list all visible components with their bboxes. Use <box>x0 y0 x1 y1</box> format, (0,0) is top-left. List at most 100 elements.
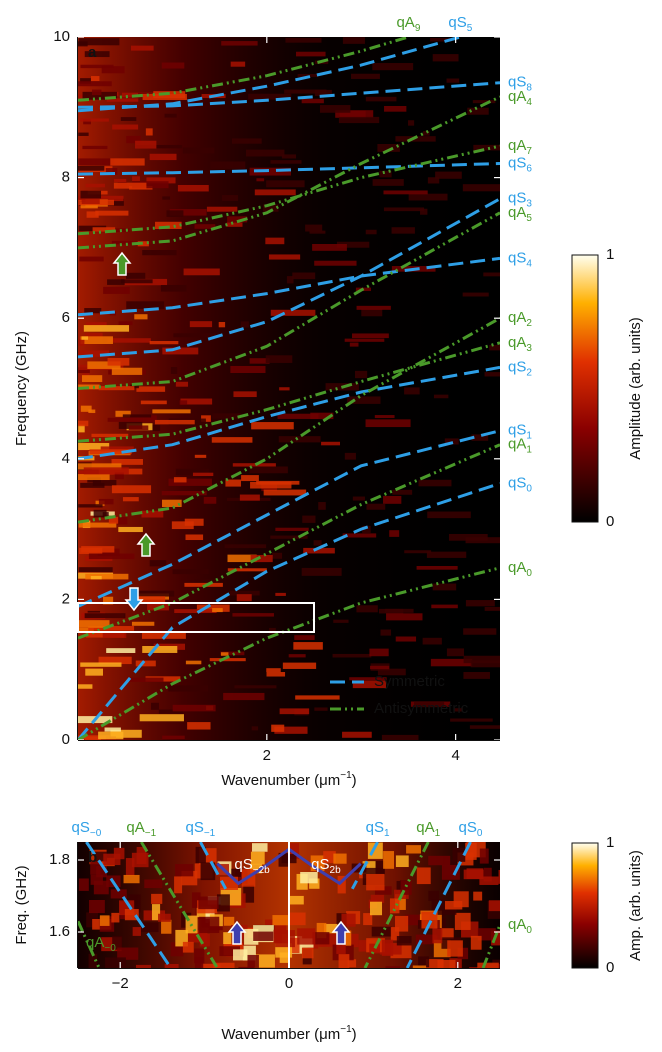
heatmap-cell <box>380 629 392 636</box>
x-axis-label: Wavenumber (μm−1) <box>221 770 356 789</box>
heatmap-cell <box>206 206 238 212</box>
heatmap-cell <box>149 341 179 345</box>
heatmap-cell <box>110 889 127 899</box>
curve-label-name: qS <box>185 819 203 836</box>
heatmap-cell <box>201 963 221 968</box>
heatmap-cell <box>218 321 226 328</box>
heatmap-cell <box>363 913 373 926</box>
heatmap-cell <box>390 927 400 941</box>
heatmap-cell <box>88 899 105 914</box>
dispersion-curve <box>363 842 430 968</box>
heatmap-cell <box>293 642 323 650</box>
curve-label-subscript: −1 <box>145 828 157 839</box>
heatmap-cell <box>499 735 500 740</box>
heatmap-cell <box>231 868 241 877</box>
heatmap-cell <box>195 846 206 864</box>
dispersion-curve <box>216 847 290 886</box>
y-tick-label: 1.8 <box>49 851 70 868</box>
heatmap-cell <box>194 454 207 458</box>
curve-label-subscript: 0 <box>526 484 532 495</box>
curve-label: qA1 <box>508 436 532 456</box>
dispersion-curve <box>78 316 500 524</box>
heatmap-cell <box>102 631 127 638</box>
heatmap-cell <box>268 254 301 260</box>
dispersion-curve <box>78 365 500 461</box>
heatmap-cell <box>337 875 346 894</box>
x-tick-label: −2 <box>112 975 129 992</box>
heatmap-cell <box>78 443 110 451</box>
curve-label-name: qA <box>508 334 526 351</box>
heatmap-cell <box>180 398 213 405</box>
heatmap-cell <box>146 177 176 184</box>
heatmap-cell <box>175 864 194 877</box>
curve-label-name: qA <box>508 916 526 933</box>
heatmap-cell <box>395 894 406 910</box>
heatmap-cell <box>118 421 143 429</box>
heatmap-cell <box>467 107 489 115</box>
x-tick-label: 4 <box>451 747 459 764</box>
x-tick-label: 0 <box>285 975 293 992</box>
heatmap-cell <box>247 954 259 968</box>
heatmap-cell <box>78 463 122 470</box>
heatmap-cell <box>314 707 328 711</box>
heatmap-cell <box>312 932 330 945</box>
heatmap-cell <box>342 731 372 738</box>
heatmap-cell <box>250 851 265 865</box>
heatmap-cell <box>168 478 212 486</box>
heatmap-cell <box>169 209 207 216</box>
heatmap-cell <box>78 38 120 46</box>
heatmap <box>78 842 500 968</box>
heatmap-cell <box>81 375 103 383</box>
heatmap-cell <box>78 504 103 508</box>
heatmap-cell <box>477 962 499 968</box>
heatmap-cell <box>245 149 285 157</box>
heatmap-cell <box>391 227 415 234</box>
heatmap-cell <box>383 851 395 869</box>
heatmap-cell <box>123 874 140 884</box>
heatmap-cell <box>463 672 490 679</box>
heatmap-cell <box>141 510 164 518</box>
heatmap-cell <box>120 117 137 121</box>
heatmap-cell <box>88 553 135 560</box>
heatmap-cell <box>432 928 443 944</box>
heatmap-cell <box>432 583 457 591</box>
y-tick-label: 1.6 <box>49 923 70 940</box>
heatmap-cell <box>372 179 404 186</box>
heatmap-cell <box>84 51 110 58</box>
heatmap-cell <box>466 868 484 879</box>
colorbar <box>571 842 599 969</box>
heatmap-cell <box>151 893 163 904</box>
heatmap-cell <box>117 947 139 960</box>
heatmap-cell <box>98 498 114 505</box>
curve-label: qA7 <box>508 137 532 157</box>
heatmap-cell <box>282 662 317 669</box>
curve-label-subscript: −1 <box>204 828 216 839</box>
heatmap-cell <box>342 37 365 44</box>
curve-label: qS4 <box>508 249 532 269</box>
heatmap-cell <box>270 535 308 539</box>
heatmap-cell <box>81 336 89 340</box>
heatmap-cell <box>213 962 235 968</box>
heatmap-cell <box>135 660 156 667</box>
heatmap-cell <box>98 386 135 391</box>
heatmap-cell <box>265 237 285 245</box>
heatmap-cell <box>113 847 125 860</box>
heatmap-cell <box>250 481 292 489</box>
curve-label-name: qS <box>458 819 476 836</box>
heatmap-cell <box>132 181 169 189</box>
heatmap-cell <box>273 929 282 944</box>
heatmap-cell <box>431 604 458 609</box>
heatmap-cell <box>396 936 412 946</box>
heatmap-cell <box>227 568 267 572</box>
heatmap-cell <box>151 702 160 710</box>
heatmap-cell <box>421 911 438 929</box>
heatmap-cell <box>374 415 395 419</box>
heatmap-cell <box>110 158 145 166</box>
x-axis-label-sup: −1 <box>340 1024 352 1035</box>
heatmap-cell <box>428 855 451 866</box>
heatmap-cell <box>277 413 319 419</box>
heatmap-cell <box>93 509 107 518</box>
heatmap-cell <box>297 928 316 945</box>
heatmap-cell <box>95 210 129 216</box>
heatmap-cell <box>303 547 335 554</box>
